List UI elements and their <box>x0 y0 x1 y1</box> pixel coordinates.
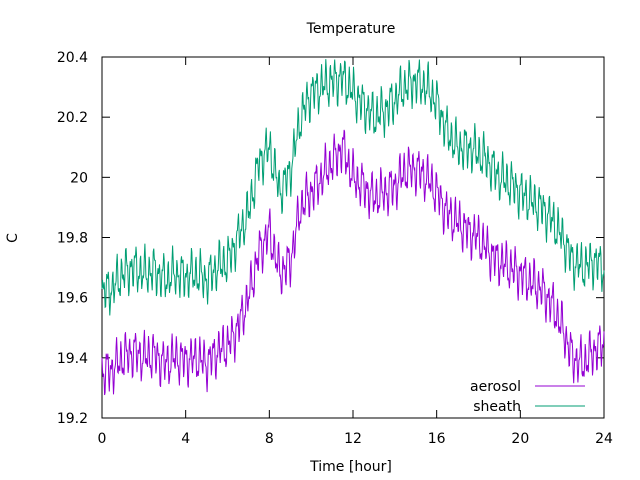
series-line-aerosol <box>101 129 605 396</box>
chart-title: Temperature <box>306 21 396 37</box>
legend-label-sheath: sheath <box>473 399 521 415</box>
series-group <box>101 59 605 396</box>
y-tick-label: 19.8 <box>57 231 88 247</box>
y-tick-label: 20.2 <box>57 110 88 126</box>
x-axis-label: Time [hour] <box>309 459 392 475</box>
x-tick-label: 20 <box>511 431 529 447</box>
y-tick-label: 19.6 <box>57 291 88 307</box>
y-tick-label: 20.4 <box>57 50 88 66</box>
x-tick-label: 0 <box>98 431 107 447</box>
x-tick-label: 8 <box>265 431 274 447</box>
x-ticks: 0 4 8 12 16 20 24 <box>98 57 613 447</box>
y-tick-label: 19.4 <box>57 351 88 367</box>
legend: aerosol sheath <box>470 379 585 415</box>
x-tick-label: 4 <box>181 431 190 447</box>
y-ticks: 19.2 19.4 19.6 19.8 20 20.2 20.4 <box>57 50 604 427</box>
y-tick-label: 20 <box>70 170 88 186</box>
legend-label-aerosol: aerosol <box>470 379 521 395</box>
x-tick-label: 16 <box>428 431 446 447</box>
x-tick-label: 24 <box>595 431 613 447</box>
y-tick-label: 19.2 <box>57 411 88 427</box>
y-axis-label: C <box>5 233 21 243</box>
series-line-sheath <box>101 59 605 316</box>
x-tick-label: 12 <box>344 431 362 447</box>
